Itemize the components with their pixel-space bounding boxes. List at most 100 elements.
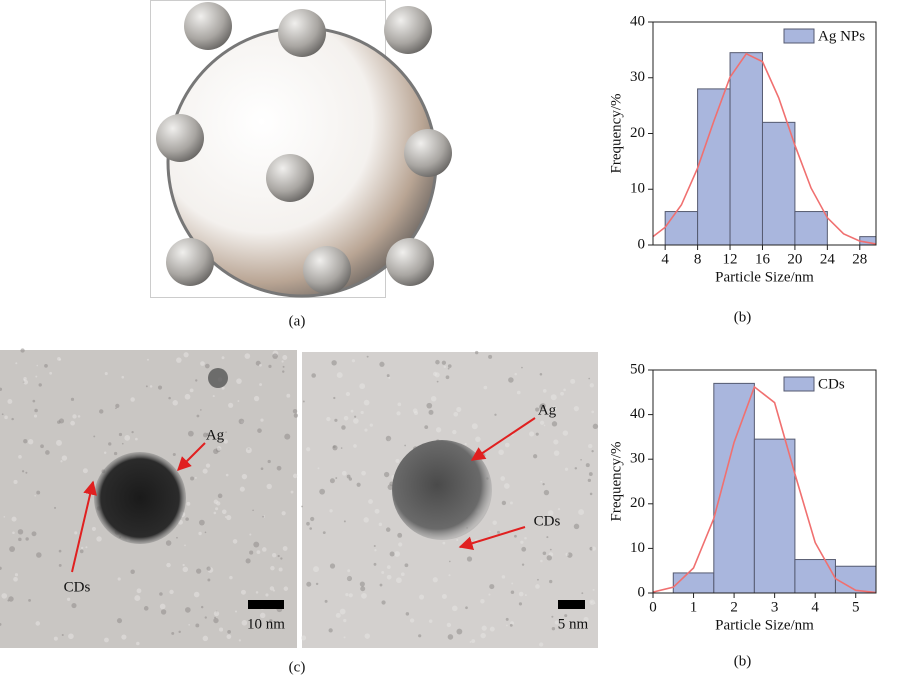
- texture: [104, 637, 109, 643]
- texture: [521, 546, 527, 552]
- texture: [238, 639, 242, 642]
- texture: [85, 546, 88, 549]
- texture: [200, 361, 205, 366]
- texture: [335, 612, 341, 618]
- texture: [70, 420, 75, 426]
- texture: [480, 632, 486, 639]
- texture: [134, 595, 141, 602]
- texture: [221, 356, 225, 360]
- texture: [353, 418, 359, 424]
- texture: [172, 452, 176, 457]
- texture: [498, 449, 504, 456]
- texture: [217, 493, 223, 499]
- texture: [25, 471, 28, 474]
- texture: [261, 515, 265, 518]
- y-tick-label: 30: [630, 69, 645, 85]
- texture: [448, 574, 451, 577]
- texture: [280, 557, 283, 560]
- texture: [397, 532, 403, 538]
- y-tick-label: 0: [638, 584, 646, 600]
- texture: [193, 591, 200, 598]
- texture: [205, 363, 210, 369]
- texture: [339, 608, 346, 615]
- texture: [272, 589, 276, 592]
- texture: [205, 463, 211, 468]
- texture: [465, 606, 468, 610]
- texture: [456, 406, 462, 413]
- texture: [226, 514, 232, 521]
- texture: [58, 549, 62, 553]
- tem-image-right: [301, 350, 599, 648]
- texture: [319, 488, 326, 495]
- texture: [554, 620, 559, 625]
- texture: [343, 618, 347, 623]
- texture: [518, 602, 523, 606]
- texture: [283, 586, 289, 591]
- x-tick-label: 12: [723, 251, 738, 267]
- texture: [23, 377, 27, 381]
- texture: [221, 509, 227, 515]
- texture: [451, 605, 458, 612]
- texture: [516, 390, 521, 395]
- y-tick-label: 40: [630, 13, 645, 29]
- y-axis-label: Frequency/%: [608, 94, 624, 174]
- texture: [54, 506, 57, 509]
- legend-label: Ag NPs: [818, 28, 865, 44]
- texture: [131, 431, 134, 434]
- y-tick-label: 10: [630, 540, 645, 556]
- texture: [28, 598, 31, 602]
- texture: [278, 567, 283, 572]
- texture: [32, 399, 36, 403]
- nanoparticle: [384, 6, 432, 54]
- texture: [213, 511, 217, 515]
- texture: [588, 443, 593, 449]
- texture: [504, 442, 510, 448]
- texture: [592, 423, 599, 430]
- texture: [96, 536, 102, 542]
- texture: [36, 364, 39, 367]
- texture: [412, 408, 418, 414]
- texture: [277, 554, 280, 558]
- texture: [282, 365, 285, 368]
- texture: [245, 447, 252, 454]
- texture: [562, 430, 569, 436]
- texture: [511, 582, 514, 585]
- texture: [188, 623, 191, 626]
- texture: [341, 470, 347, 476]
- texture: [267, 459, 271, 464]
- texture: [501, 575, 506, 579]
- x-tick-label: 4: [661, 251, 669, 267]
- texture: [537, 578, 539, 581]
- texture: [565, 552, 569, 556]
- texture: [540, 480, 543, 483]
- texture: [213, 448, 219, 455]
- texture: [453, 411, 459, 417]
- texture: [234, 610, 238, 613]
- texture: [61, 455, 68, 461]
- texture: [381, 571, 385, 574]
- texture: [232, 539, 238, 544]
- texture: [240, 589, 246, 595]
- texture: [535, 584, 540, 589]
- texture: [488, 593, 491, 596]
- texture: [514, 534, 517, 538]
- texture: [564, 614, 568, 618]
- texture: [400, 572, 405, 577]
- texture: [1, 593, 8, 599]
- texture: [363, 399, 370, 406]
- texture: [35, 375, 38, 378]
- texture: [259, 383, 263, 387]
- texture: [115, 403, 120, 408]
- texture: [212, 394, 215, 398]
- texture: [135, 437, 138, 441]
- texture: [38, 383, 42, 387]
- texture: [182, 566, 189, 573]
- texture: [31, 531, 37, 537]
- texture: [546, 555, 552, 561]
- texture: [573, 406, 580, 412]
- texture: [60, 460, 63, 463]
- texture: [276, 465, 282, 471]
- texture: [306, 581, 312, 587]
- texture: [27, 439, 34, 445]
- texture: [553, 450, 560, 456]
